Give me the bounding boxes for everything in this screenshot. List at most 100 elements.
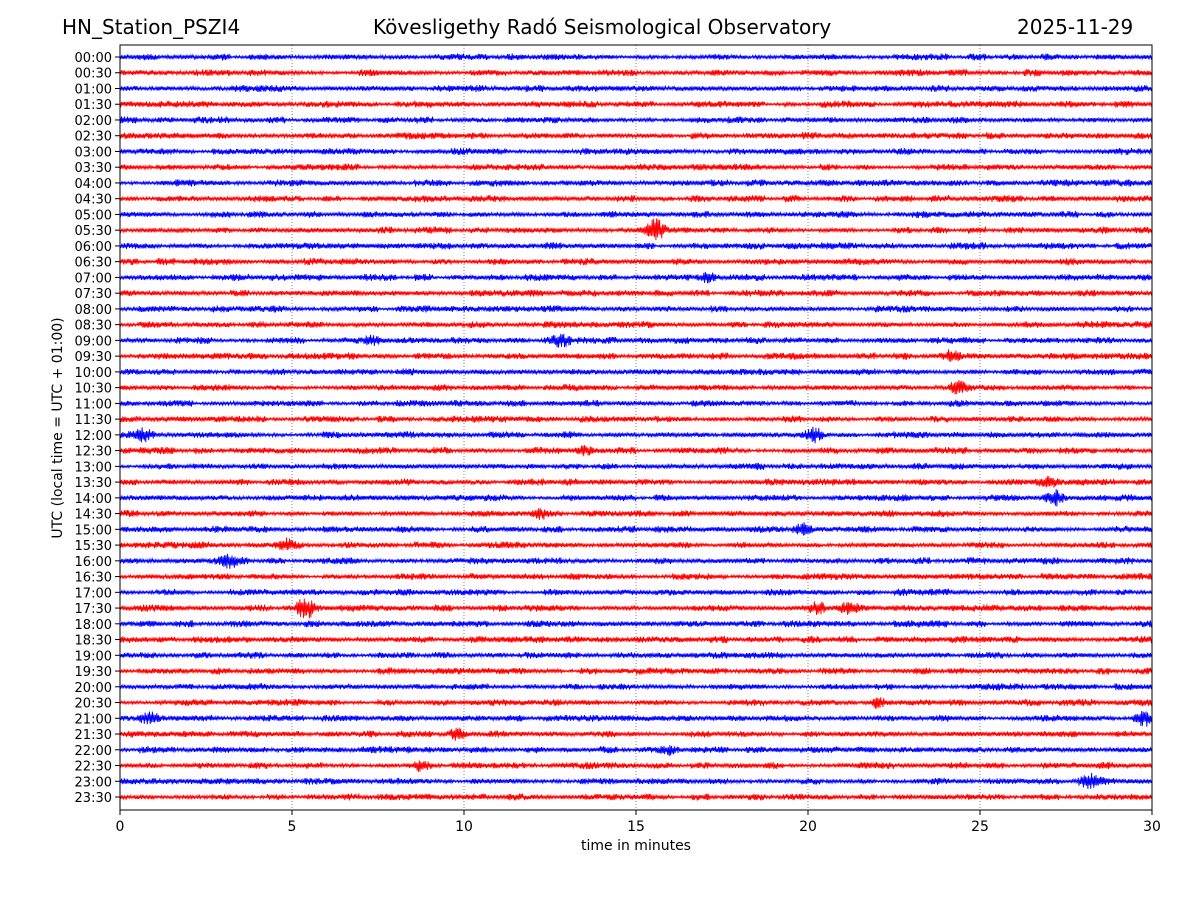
y-tick-label: 12:00 (75, 429, 112, 444)
y-tick-label: 03:30 (75, 161, 112, 176)
trace-1300 (119, 462, 1153, 470)
y-tick-label: 08:00 (75, 303, 112, 318)
y-tick-label: 18:00 (75, 618, 112, 633)
trace-1630 (119, 572, 1153, 581)
x-tick-label: 5 (288, 819, 297, 835)
y-tick-label: 15:30 (75, 539, 112, 554)
trace-1530 (119, 537, 1153, 551)
y-tick-label: 13:30 (75, 476, 112, 491)
y-tick-label: 06:00 (75, 240, 112, 255)
y-tick-label: 07:30 (75, 287, 112, 302)
y-tick-label: 04:00 (75, 177, 112, 192)
y-tick-label: 14:00 (75, 492, 112, 507)
x-tick-label: 25 (971, 819, 989, 835)
trace-0230 (119, 132, 1153, 140)
y-tick-label: 15:00 (75, 523, 112, 538)
trace-1500 (119, 522, 1153, 536)
y-tick-label: 08:30 (75, 319, 112, 334)
seismic-traces (119, 53, 1153, 801)
trace-0100 (119, 84, 1153, 93)
station-name: HN_Station_PSZI4 (62, 15, 241, 39)
y-axis-label: UTC (local time = UTC + 01:00) (50, 317, 66, 538)
x-tick-label: 10 (455, 819, 473, 835)
trace-0830 (119, 320, 1153, 329)
y-tick-label: 01:00 (75, 82, 112, 97)
trace-2330 (119, 793, 1153, 801)
trace-0430 (119, 194, 1153, 203)
y-tick-label: 05:00 (75, 208, 112, 223)
y-tick-label: 23:00 (75, 775, 112, 790)
trace-1830 (119, 635, 1153, 644)
trace-0900 (119, 333, 1153, 348)
y-tick-label: 10:00 (75, 366, 112, 381)
trace-1330 (119, 476, 1153, 488)
trace-0200 (119, 116, 1153, 124)
y-tick-label: 04:30 (75, 193, 112, 208)
y-tick-label: 16:00 (75, 555, 112, 570)
trace-1000 (119, 368, 1153, 376)
y-tick-label: 05:30 (75, 224, 112, 239)
y-tick-label: 20:00 (75, 681, 112, 696)
y-tick-label: 17:30 (75, 602, 112, 617)
trace-0600 (119, 242, 1153, 250)
y-tick-label: 23:30 (75, 791, 112, 806)
trace-2300 (119, 772, 1153, 789)
trace-2200 (119, 745, 1153, 756)
trace-1030 (119, 379, 1153, 395)
trace-2130 (119, 727, 1153, 741)
y-tick-label: 13:00 (75, 460, 112, 475)
trace-1700 (119, 588, 1153, 597)
trace-0330 (119, 163, 1153, 171)
x-tick-label: 30 (1143, 819, 1161, 835)
y-tick-label: 09:00 (75, 334, 112, 349)
y-tick-label: 10:30 (75, 382, 112, 397)
trace-1600 (119, 553, 1153, 569)
trace-0300 (119, 147, 1153, 156)
y-tick-label: 01:30 (75, 98, 112, 113)
y-tick-label: 19:30 (75, 665, 112, 680)
y-tick-label: 09:30 (75, 350, 112, 365)
trace-0930 (119, 349, 1153, 362)
chart-title: Kövesligethy Radó Seismological Observat… (373, 15, 832, 39)
y-tick-label: 21:30 (75, 728, 112, 743)
y-tick-label: 16:30 (75, 571, 112, 586)
y-tick-label: 22:30 (75, 760, 112, 775)
y-tick-label: 14:30 (75, 508, 112, 523)
trace-1100 (119, 399, 1153, 408)
trace-1400 (119, 489, 1153, 507)
trace-2030 (119, 697, 1153, 709)
trace-1200 (119, 426, 1153, 444)
y-tick-label: 07:00 (75, 271, 112, 286)
trace-1130 (119, 415, 1153, 423)
trace-1800 (119, 620, 1153, 628)
x-tick-label: 20 (799, 819, 817, 835)
trace-0000 (119, 53, 1153, 61)
y-tick-label: 12:30 (75, 445, 112, 460)
y-tick-label: 03:00 (75, 145, 112, 160)
trace-1930 (119, 667, 1153, 675)
y-tick-label: 17:00 (75, 586, 112, 601)
trace-1430 (119, 508, 1153, 520)
trace-0700 (119, 271, 1153, 284)
y-tick-label: 19:00 (75, 649, 112, 664)
x-tick-label: 0 (116, 819, 125, 835)
trace-0500 (119, 210, 1153, 219)
y-tick-label: 11:00 (75, 397, 112, 412)
trace-0630 (119, 258, 1153, 266)
trace-2000 (119, 682, 1153, 691)
trace-0400 (119, 179, 1153, 187)
trace-0530 (119, 218, 1153, 241)
y-tick-label: 02:00 (75, 114, 112, 129)
y-axis-ticks: 00:0000:3001:0001:3002:0002:3003:0003:30… (75, 51, 120, 806)
trace-1730 (119, 598, 1153, 619)
y-tick-label: 00:00 (75, 51, 112, 66)
y-tick-label: 02:30 (75, 130, 112, 145)
trace-1230 (119, 445, 1153, 457)
grid-lines (291, 45, 981, 810)
trace-0730 (119, 289, 1153, 297)
x-axis-ticks: 0 5 10 15 20 25 30 (116, 810, 1161, 835)
trace-0130 (119, 100, 1153, 108)
y-tick-label: 20:30 (75, 697, 112, 712)
chart-date: 2025-11-29 (1017, 15, 1134, 39)
